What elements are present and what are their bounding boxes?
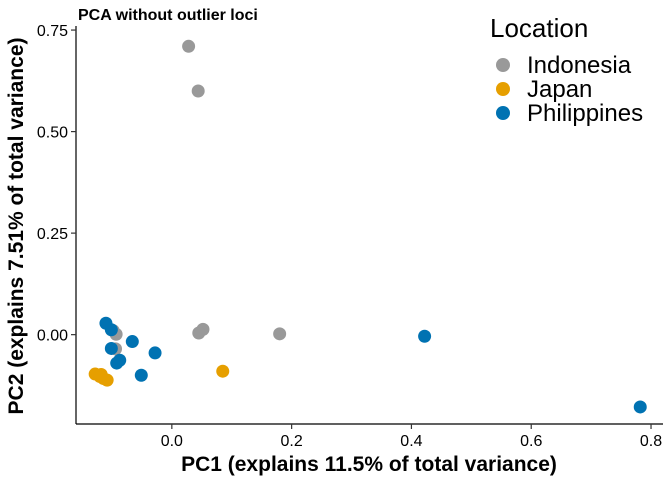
data-point-philippines (104, 323, 118, 337)
data-point-japan (216, 364, 230, 378)
data-point-philippines (110, 356, 124, 370)
data-point-philippines (125, 335, 139, 349)
data-point-philippines (104, 341, 118, 355)
data-point-indonesia (273, 327, 287, 341)
legend-key (496, 82, 510, 96)
x-tick-label: 0.8 (640, 433, 662, 450)
legend-label: Philippines (527, 100, 643, 127)
legend-title: Location (490, 13, 588, 43)
chart-title: PCA without outlier loci (78, 7, 258, 24)
data-point-philippines (418, 329, 432, 343)
y-axis-title: PC2 (explains 7.51% of total variance) (5, 38, 28, 415)
y-tick-label: 0.50 (37, 125, 68, 142)
data-point-indonesia (192, 326, 206, 340)
x-axis: 0.0 0.2 0.4 0.6 0.8 (76, 423, 663, 450)
y-axis: 0.00 0.25 0.50 0.75 (37, 23, 77, 424)
data-point-indonesia (191, 84, 205, 98)
legend-label: Indonesia (527, 52, 632, 79)
y-tick-label: 0.75 (37, 23, 68, 40)
data-points (88, 39, 647, 414)
data-point-indonesia (182, 39, 196, 53)
x-tick-label: 0.2 (281, 433, 303, 450)
legend-key (496, 106, 510, 120)
x-tick-label: 0.0 (161, 433, 183, 450)
x-axis-title: PC1 (explains 11.5% of total variance) (181, 453, 557, 476)
x-tick-label: 0.4 (400, 433, 422, 450)
data-point-philippines (134, 368, 148, 382)
y-tick-label: 0.00 (37, 328, 68, 345)
legend-key (496, 58, 510, 72)
data-point-japan (94, 367, 108, 381)
data-point-philippines (148, 346, 162, 360)
data-point-philippines (633, 400, 647, 414)
x-tick-label: 0.6 (520, 433, 542, 450)
y-tick-label: 0.25 (37, 226, 68, 243)
legend-label: Japan (527, 76, 592, 103)
